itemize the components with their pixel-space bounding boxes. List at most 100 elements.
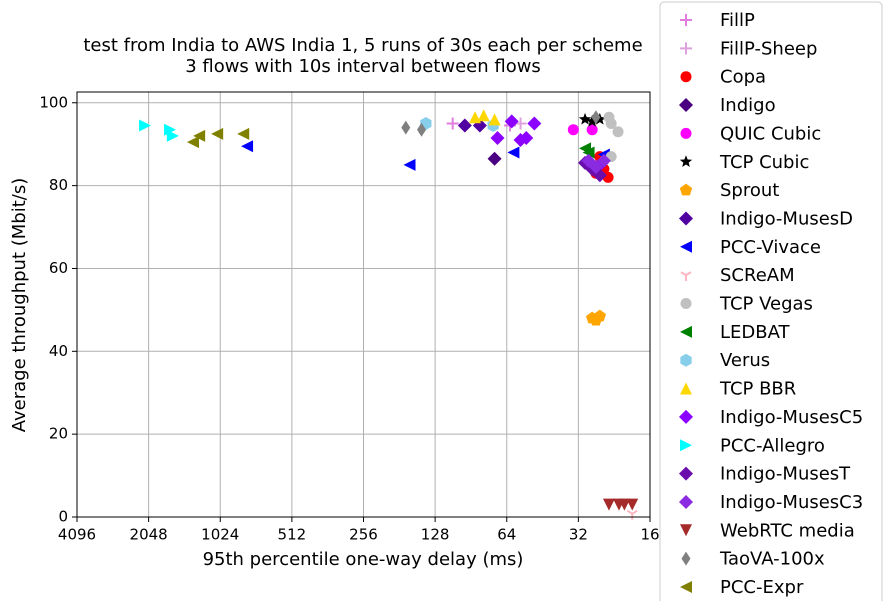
x-tick-label: 2048 [130,526,168,544]
y-tick-label: 0 [58,508,68,526]
legend-label: TaoVA-100x [719,549,825,570]
chart-subtitle: 3 flows with 10s interval between flows [185,56,541,77]
marker [612,126,624,138]
marker [211,127,224,140]
x-tick-label: 64 [497,526,516,544]
marker [241,140,254,153]
marker [679,466,693,481]
marker [477,109,490,122]
x-tick-label: 32 [569,526,588,544]
marker [417,122,427,137]
marker [401,120,411,135]
marker [507,146,520,159]
marker [680,71,692,83]
marker [527,116,542,131]
legend-label: Sprout [720,180,779,201]
marker [680,127,692,139]
marker [582,146,595,159]
legend-label: PCC-Expr [720,577,804,598]
legend-label: Indigo-MusesT [720,464,851,485]
marker [680,581,692,593]
legend-label: TCP BBR [719,379,796,400]
marker [588,159,603,174]
marker [602,498,615,511]
legend-label: PCC-Allegro [720,435,825,456]
marker [139,119,152,132]
marker [680,325,692,338]
marker [567,124,579,136]
marker [519,130,534,145]
legend-label: FillP-Sheep [720,38,817,59]
x-tick-label: 256 [349,526,378,544]
marker [596,153,611,168]
y-axis-label: Average throughput (Mbit/s) [9,178,30,432]
legend-label: TCP Cubic [719,152,809,173]
marker [469,111,482,124]
chart-title: test from India to AWS India 1, 5 runs o… [83,35,642,56]
marker [488,113,501,126]
legend-label: Indigo [720,95,776,116]
y-tick-label: 20 [49,425,68,443]
marker [504,114,519,129]
legend-label: Indigo-MusesD [720,208,853,229]
legend-box [659,1,883,601]
marker [680,353,692,367]
marker [680,382,692,395]
marker [679,211,693,226]
marker [166,129,179,142]
marker [679,409,693,424]
marker [593,112,607,125]
legend-label: Indigo-MusesC3 [720,492,863,513]
marker [626,498,639,511]
marker [487,151,502,166]
x-tick-label: 512 [278,526,307,544]
y-tick-label: 60 [49,259,68,277]
marker [680,298,692,309]
marker [457,118,472,133]
marker [680,42,692,55]
marker [680,14,692,26]
legend-label: SCReAM [720,265,795,286]
marker [586,124,598,136]
marker [679,155,693,168]
marker [578,112,592,125]
x-tick-label: 4096 [58,526,96,544]
marker [403,158,416,171]
points [139,109,639,520]
marker [605,117,617,129]
y-tick-label: 80 [49,176,68,194]
x-tick-label: 128 [421,526,450,544]
legend-label: PCC-Vivace [720,237,821,258]
y-tick-label: 100 [39,93,68,111]
x-tick-label: 1024 [201,526,239,544]
marker [589,313,603,326]
marker [193,129,206,142]
marker [679,183,693,196]
marker [585,114,599,127]
legend-label: TCP Vegas [719,294,813,315]
marker [237,127,250,140]
marker [680,240,692,253]
legend-label: Indigo-MusesC5 [720,407,863,428]
marker [680,439,692,452]
x-tick-label: 16 [640,526,659,544]
x-axis-label: 95th percentile one-way delay (ms) [203,549,524,570]
marker [591,110,601,125]
marker [679,494,693,509]
legend-label: FillP [720,10,755,31]
legend-label: QUIC Cubic [720,123,821,144]
marker [680,271,692,282]
legend-label: WebRTC media [720,520,855,541]
marker [446,117,459,130]
legend-label: Copa [720,67,766,88]
y-tick-label: 40 [49,342,68,360]
marker [679,98,693,113]
legend-label: Verus [720,350,770,371]
plot-frame [76,91,651,518]
legend-label: LEDBAT [720,322,791,343]
marker [618,498,631,511]
legend: FillP FillP-Sheep Copa Indigo QUIC Cubic TCP … [679,10,863,598]
marker [186,136,199,149]
